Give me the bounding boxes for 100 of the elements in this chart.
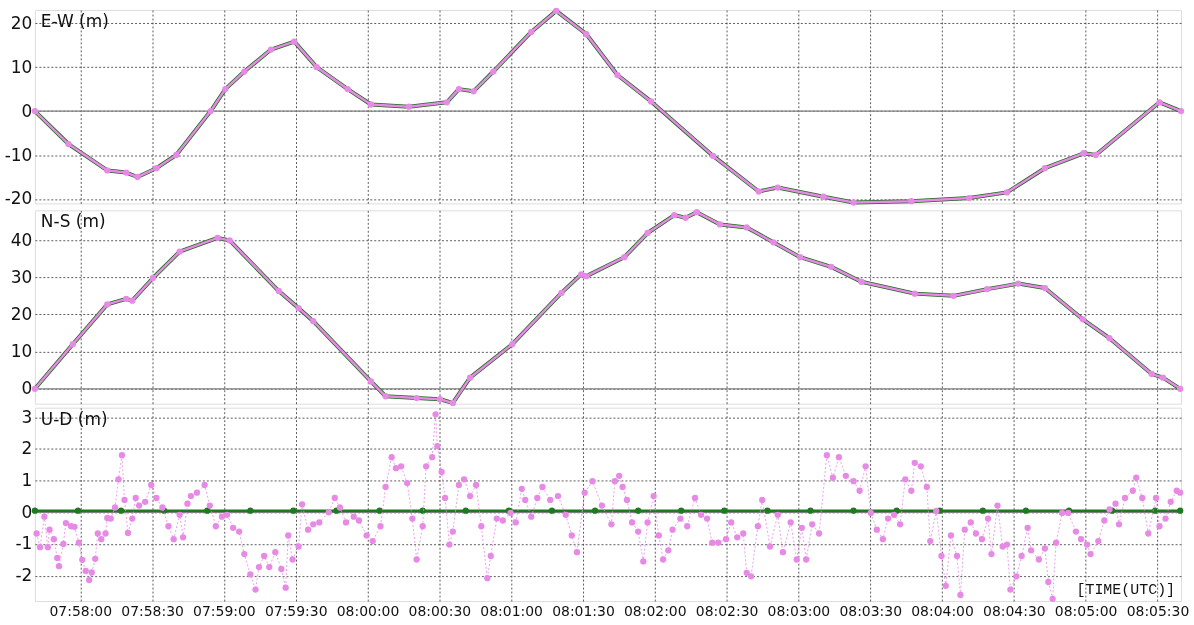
point	[965, 194, 973, 202]
x-tick-label: 08:03:30	[839, 603, 903, 620]
y-tick-label: 10	[10, 56, 33, 77]
point	[436, 396, 444, 403]
point	[820, 193, 827, 200]
x-axis-title: [TIME(UTC)]	[1076, 582, 1176, 599]
point	[382, 393, 389, 400]
point	[65, 140, 72, 148]
point	[275, 287, 282, 295]
point	[509, 341, 516, 348]
point	[621, 254, 628, 261]
point	[1079, 316, 1086, 323]
y-tick-label: 0	[21, 100, 33, 121]
x-tick-label: 07:59:30	[264, 603, 328, 620]
y-tick-label: -10	[4, 144, 33, 165]
point	[214, 234, 221, 241]
y-tick-label: 0	[21, 378, 33, 399]
point	[291, 38, 298, 45]
y-axis-title: U-D (m)	[40, 408, 108, 429]
x-tick-label: 08:04:30	[983, 603, 1046, 620]
point	[490, 68, 497, 75]
point	[226, 237, 233, 244]
point	[104, 301, 111, 308]
point	[241, 68, 248, 75]
point	[583, 31, 590, 38]
point	[1092, 151, 1099, 159]
point	[644, 229, 651, 237]
point	[858, 278, 865, 285]
point	[443, 99, 450, 106]
point	[455, 85, 463, 93]
point	[911, 290, 918, 297]
point	[1041, 165, 1049, 172]
point	[207, 107, 214, 115]
point	[1003, 189, 1011, 196]
point	[267, 46, 275, 53]
point	[950, 292, 957, 300]
point	[405, 103, 413, 110]
x-tick-label: 08:05:30	[1126, 603, 1190, 620]
y-tick-label: 2	[21, 438, 33, 459]
point	[578, 271, 585, 278]
point	[310, 318, 317, 325]
point	[134, 173, 141, 181]
y-tick-label: 20	[10, 12, 33, 33]
point	[553, 7, 560, 15]
y-axis-title: E-W (m)	[40, 10, 109, 31]
point	[1148, 370, 1155, 378]
point	[413, 394, 420, 402]
point	[367, 378, 375, 385]
point	[295, 304, 302, 312]
point	[31, 107, 39, 115]
point	[682, 214, 689, 221]
point	[104, 167, 111, 174]
x-tick-label: 08:01:00	[480, 603, 543, 620]
point	[1106, 335, 1113, 342]
x-tick-label: 08:03:00	[767, 603, 831, 620]
x-tick-label: 07:59:00	[193, 603, 256, 620]
point	[1177, 107, 1185, 115]
point	[367, 101, 375, 108]
x-tick-label: 07:58:30	[121, 603, 184, 620]
x-tick-label: 08:01:30	[552, 603, 615, 620]
point	[1015, 280, 1022, 287]
y-tick-label: -2	[15, 565, 33, 586]
point	[31, 385, 39, 392]
point	[1177, 385, 1184, 392]
point	[647, 98, 655, 105]
point	[796, 254, 804, 261]
point	[558, 289, 565, 297]
x-tick-label: 08:05:00	[1054, 603, 1118, 620]
x-tick-label: 08:00:30	[408, 603, 472, 620]
y-tick-label: 10	[10, 341, 33, 362]
point	[1041, 284, 1049, 292]
point	[1080, 150, 1087, 157]
point	[176, 248, 183, 255]
point	[344, 85, 351, 93]
x-tick-label: 08:04:00	[911, 603, 974, 620]
point	[693, 209, 700, 216]
point	[671, 212, 678, 219]
y-tick-label: -1	[15, 533, 33, 554]
y-tick-label: 0	[21, 501, 33, 522]
point	[1156, 99, 1163, 106]
y-tick-label: -20	[4, 188, 33, 209]
x-tick-label: 08:00:00	[336, 603, 400, 620]
point	[129, 297, 136, 304]
point	[709, 152, 717, 160]
point	[743, 224, 750, 231]
point	[123, 295, 130, 302]
x-tick-label: 08:02:00	[623, 603, 687, 620]
point	[123, 169, 130, 176]
point	[716, 221, 724, 228]
x-tick-label: 08:02:30	[695, 603, 759, 620]
point	[583, 273, 590, 280]
point	[149, 274, 157, 282]
point	[222, 85, 229, 93]
y-tick-label: 30	[10, 266, 33, 287]
y-tick-label: 20	[10, 303, 33, 324]
point	[470, 88, 477, 95]
point	[614, 71, 621, 79]
point	[449, 399, 456, 407]
y-tick-label: 40	[10, 229, 33, 250]
point	[770, 239, 777, 246]
